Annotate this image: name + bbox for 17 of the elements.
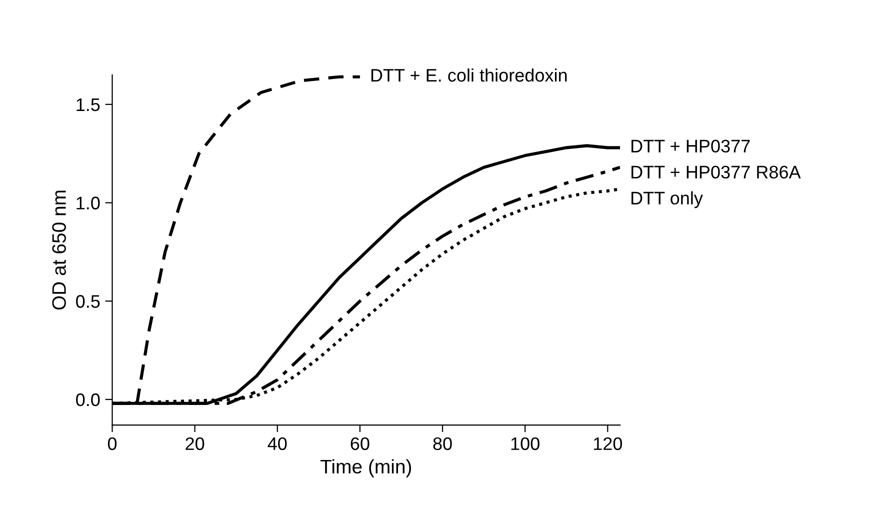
- y-tick-label: 1.0: [76, 196, 100, 210]
- series-label: DTT + E. coli thioredoxin: [371, 68, 567, 82]
- x-tick-label: 100: [511, 437, 540, 450]
- series-label: DTT only: [632, 191, 703, 208]
- x-tick-label: 0: [108, 437, 117, 450]
- x-tick-label: 80: [433, 437, 452, 450]
- y-tick-label: 1.5: [76, 98, 100, 112]
- series-label: DTT + HP0377 R86A: [632, 166, 801, 179]
- x-tick-label: 120: [594, 437, 622, 450]
- x-tick-label: 40: [268, 437, 287, 450]
- x-axis-title: Time (min): [320, 459, 412, 478]
- y-axis-title: OD at 650 nm: [52, 190, 66, 310]
- x-tick-label: 60: [350, 437, 370, 450]
- y-tick-label: 0.0: [76, 393, 100, 406]
- series-label: DTT + HP0377: [632, 140, 750, 153]
- y-tick-label: 0.5: [76, 295, 100, 308]
- x-tick-label: 20: [186, 437, 204, 450]
